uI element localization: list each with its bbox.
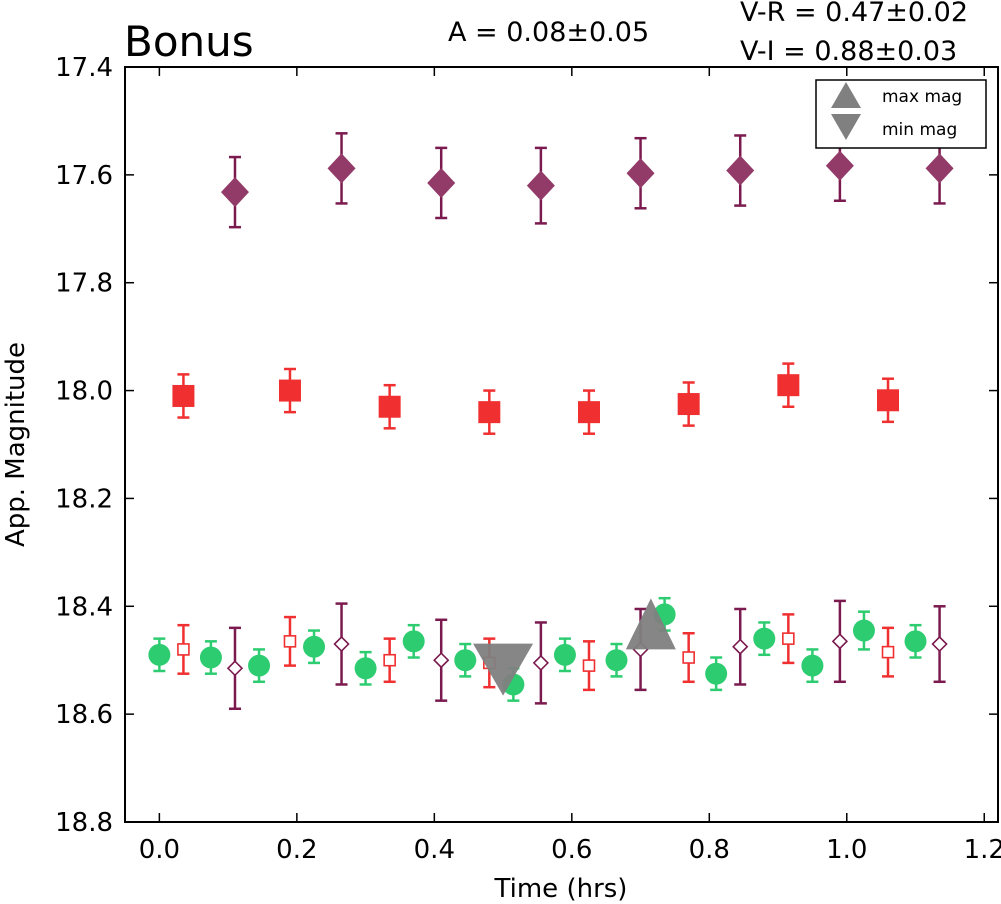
- x-tick-label: 0.2: [276, 835, 317, 865]
- data-point-circle-filled: [852, 619, 875, 642]
- data-point-square-open: [283, 635, 297, 648]
- legend-label-max-mag: max mag: [882, 87, 962, 107]
- data-point-circle-filled: [753, 627, 776, 650]
- data-point-circle-filled: [801, 654, 824, 677]
- x-tick-label: 0.6: [551, 835, 592, 865]
- data-point-square-filled: [478, 401, 501, 424]
- y-tick-label: 17.8: [55, 269, 113, 299]
- data-point-square-open: [383, 653, 396, 667]
- data-point-circle-filled: [904, 630, 927, 653]
- data-point-circle-filled: [605, 649, 628, 672]
- x-axis-label: Time (hrs): [494, 874, 628, 904]
- x-tick-label: 0.8: [689, 835, 730, 865]
- data-point-diamond-open: [732, 638, 749, 655]
- series-3-square-open: [177, 613, 895, 692]
- tick-layer: 0.0 0.2 0.4 0.6 0.8 1.0 1.2 17.4 17.6 17.8 18.0 18.…: [55, 53, 1001, 865]
- data-point-circle-filled: [553, 643, 576, 666]
- data-point-square-filled: [677, 393, 700, 416]
- y-tick-label: 18.8: [55, 808, 113, 838]
- legend-triangle-up-icon: [831, 82, 861, 108]
- data-point-square-open: [782, 632, 795, 645]
- data-point-diamond-filled: [726, 155, 755, 186]
- data-point-diamond-filled: [526, 170, 555, 201]
- x-tick-label: 1.0: [826, 835, 867, 865]
- data-point-diamond-open: [433, 652, 450, 669]
- v-minus-r-annotation: V-R = 0.47±0.02: [740, 0, 968, 28]
- chart-title: Bonus: [124, 17, 254, 66]
- y-tick-label: 18.0: [55, 377, 113, 407]
- series-5-triangle-down: [473, 643, 534, 696]
- data-point-triangle-down: [473, 643, 534, 696]
- amplitude-annotation: A = 0.08±0.05: [448, 17, 649, 48]
- data-point-circle-filled: [402, 630, 425, 653]
- data-point-square-filled: [877, 389, 900, 412]
- data-point-square-filled: [278, 379, 301, 402]
- data-point-circle-filled: [454, 649, 477, 672]
- data-point-circle-filled: [248, 654, 271, 677]
- data-point-square-filled: [378, 395, 401, 418]
- y-tick-label: 18.6: [55, 700, 113, 730]
- legend-label-min-mag: min mag: [882, 120, 957, 140]
- data-point-circle-filled: [354, 657, 377, 680]
- data-point-circle-filled: [199, 646, 222, 669]
- v-minus-i-annotation: V-I = 0.88±0.03: [740, 36, 957, 67]
- y-axis-label: App. Magnitude: [1, 342, 31, 547]
- data-point-circle-filled: [705, 662, 728, 685]
- data-point-square-filled: [172, 384, 195, 407]
- data-point-diamond-open: [532, 654, 550, 672]
- series-0-diamond-filled: [220, 129, 954, 229]
- plot-frame: [124, 66, 999, 823]
- series-2-circle-filled: [148, 596, 927, 702]
- data-point-circle-filled: [148, 643, 171, 666]
- data-point-diamond-filled: [825, 150, 854, 181]
- data-point-diamond-filled: [220, 177, 249, 208]
- data-point-square-open: [682, 651, 695, 664]
- data-point-diamond-open: [226, 660, 244, 677]
- data-point-square-open: [881, 645, 895, 659]
- series-6-triangle-up: [625, 598, 676, 650]
- data-point-square-filled: [777, 374, 800, 397]
- data-point-diamond-filled: [626, 158, 655, 189]
- y-tick-label: 18.2: [55, 484, 113, 514]
- data-point-diamond-open: [931, 635, 948, 653]
- series-1-square-filled: [172, 362, 900, 435]
- x-tick-label: 0.4: [414, 835, 455, 865]
- data-point-diamond-filled: [427, 167, 456, 198]
- data-point-diamond-filled: [925, 153, 954, 184]
- data-point-diamond-filled: [327, 153, 356, 184]
- x-tick-label: 1.2: [964, 835, 1001, 865]
- legend: max mag min mag: [815, 79, 987, 149]
- y-tick-label: 17.6: [55, 161, 113, 191]
- data-point-square-open: [582, 659, 596, 672]
- legend-triangle-down-icon: [831, 114, 861, 140]
- data-layer: [148, 129, 954, 710]
- data-point-diamond-open: [333, 635, 350, 653]
- data-point-circle-filled: [303, 635, 326, 658]
- series-4-diamond-open: [226, 599, 948, 710]
- data-point-diamond-open: [831, 633, 849, 650]
- data-point-triangle-up: [625, 598, 676, 650]
- data-point-square-open: [177, 643, 190, 656]
- y-tick-label: 18.4: [55, 592, 113, 622]
- x-tick-label: 0.0: [139, 835, 180, 865]
- y-tick-label: 17.4: [55, 53, 113, 83]
- data-point-square-filled: [577, 401, 600, 424]
